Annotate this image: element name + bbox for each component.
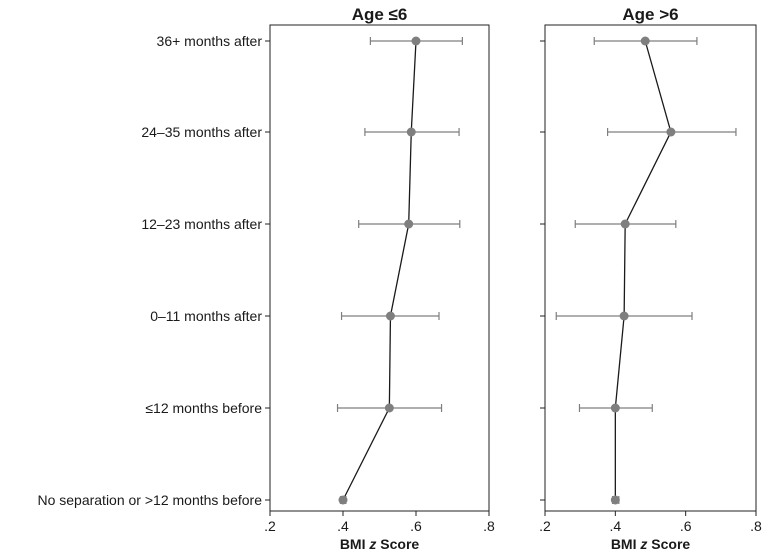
data-point — [620, 219, 630, 229]
x-tick-label: .2 — [264, 518, 276, 534]
x-axis-title: BMI z Score — [340, 536, 420, 552]
data-point — [610, 495, 620, 505]
x-tick-label: .6 — [680, 518, 692, 534]
data-point — [610, 403, 620, 413]
series-line — [342, 40, 417, 501]
panel-title: Age ≤6 — [352, 5, 408, 24]
data-point — [384, 403, 394, 413]
category-label: 0–11 months after — [150, 308, 262, 324]
category-label: 24–35 months after — [141, 124, 262, 140]
category-label: 12–23 months after — [141, 216, 262, 232]
x-axis-title-italic: z — [368, 536, 376, 552]
data-point — [404, 219, 414, 229]
x-tick-label: .2 — [539, 518, 551, 534]
category-label: No separation or >12 months before — [37, 492, 262, 508]
data-point — [640, 36, 650, 46]
category-label: ≤12 months before — [145, 400, 262, 416]
x-axis-title: BMI z Score — [611, 536, 691, 552]
series-line — [614, 40, 672, 500]
plot-frame — [269, 24, 490, 512]
x-axis-title-suffix: Score — [647, 536, 690, 552]
x-tick-label: .8 — [750, 518, 762, 534]
x-axis-title-suffix: Score — [376, 536, 419, 552]
x-axis-title-italic: z — [639, 536, 647, 552]
x-tick-label: .6 — [410, 518, 422, 534]
data-point — [666, 127, 676, 137]
data-point — [619, 311, 629, 321]
x-axis-title-prefix: BMI — [611, 536, 641, 552]
category-label: 36+ months after — [157, 33, 263, 49]
plot-frame — [544, 24, 757, 512]
panel-title: Age >6 — [622, 5, 678, 24]
x-tick-label: .4 — [337, 518, 349, 534]
x-axis-title-prefix: BMI — [340, 536, 370, 552]
data-point — [385, 311, 395, 321]
x-tick-label: .8 — [483, 518, 495, 534]
x-tick-label: .4 — [609, 518, 621, 534]
data-point — [338, 495, 348, 505]
data-point — [411, 36, 421, 46]
data-point — [406, 127, 416, 137]
